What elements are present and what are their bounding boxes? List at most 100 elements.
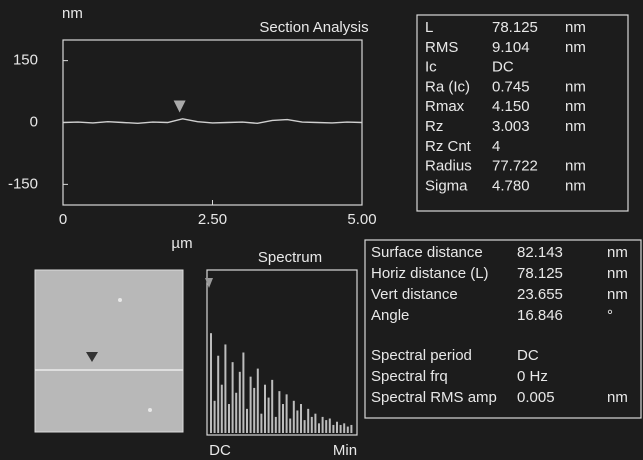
spectrum-bar [339,424,342,433]
stat-unit: nm [565,39,586,56]
spectrum-bar [325,420,328,433]
stat-value: 0.745 [492,78,530,95]
stat-unit: nm [565,118,586,135]
section-title: Section Analysis [259,19,368,36]
spectrum-x-label: Min [333,442,357,459]
y-tick-label: -150 [8,175,38,192]
measure-label: Angle [371,307,409,324]
stat-label: Sigma [425,177,468,194]
measure-label: Horiz distance (L) [371,265,489,282]
spectrum-bar [346,426,349,433]
stat-value: 78.125 [492,19,538,36]
spectrum-bar [300,404,302,433]
spectrum-bar [228,404,230,433]
stat-value: DC [492,59,514,76]
spectrum-bar [336,421,338,433]
x-unit: µm [171,235,192,252]
spectral-label: Spectral RMS amp [371,389,497,406]
spectrum-bar [231,362,234,433]
measure-value: 78.125 [517,265,563,282]
spectrum-bar [274,416,277,433]
spectrum-bar [307,408,310,433]
spectrum-bar [246,408,248,433]
spectrum-bar [238,371,241,433]
spectrum-bar [289,418,292,433]
spectral-value: DC [517,347,539,364]
stats-box [416,14,629,212]
y-tick-label: 0 [30,113,38,130]
measure-unit: nm [607,265,628,282]
stat-unit: nm [565,78,586,95]
stat-value: 9.104 [492,39,530,56]
y-unit: nm [62,5,83,22]
stat-label: Rmax [425,98,465,115]
spectrum-frame [206,269,358,436]
y-tick-label: 150 [13,52,38,69]
spectrum-bar [343,423,346,433]
stat-value: 4.780 [492,177,530,194]
spectral-value: 0 Hz [517,368,548,385]
stat-unit: nm [565,98,586,115]
spectrum-bar [264,384,266,433]
stat-value: 4.150 [492,98,530,115]
spectrum-bar [260,413,263,433]
spectrum-bar [267,397,270,433]
spectrum-bar [314,413,317,433]
stat-value: 77.722 [492,158,538,175]
stat-label: Rz Cnt [425,138,472,155]
measure-unit: nm [607,286,628,303]
image-speck [118,298,122,302]
x-tick-label: 0 [59,211,67,228]
stat-label: RMS [425,39,458,56]
x-tick-label: 5.00 [347,211,376,228]
spectral-label: Spectral period [371,347,472,364]
spectrum-bar [213,400,216,433]
spectrum-bar [321,416,324,433]
spectrum-bar [310,416,313,433]
spectrum-bar [292,400,295,433]
spectrum-bar [285,394,288,433]
spectrum-bar [303,420,306,433]
spectrum-bar [242,352,245,433]
stat-label: Radius [425,158,472,175]
stat-value: 4 [492,138,500,155]
spectrum-bar [282,404,284,433]
spectrum-bar [224,344,227,433]
image-speck [148,408,152,412]
measure-unit: nm [607,244,628,261]
measure-value: 82.143 [517,244,563,261]
spectrum-bar [296,410,299,433]
spectrum-bar [220,384,223,433]
profile-cursor [173,100,186,113]
measurements-box [364,239,642,419]
stat-unit: nm [565,19,586,36]
stat-label: Ic [425,59,437,76]
spectrum-bar [332,424,335,433]
measure-label: Vert distance [371,286,458,303]
spectrum-bar [256,368,259,433]
spectrum-bar [271,379,274,433]
measure-label: Surface distance [371,244,483,261]
spectral-value: 0.005 [517,389,555,406]
measure-value: 23.655 [517,286,563,303]
spectral-unit: nm [607,389,628,406]
spectrum-bar [217,355,220,433]
cursor-marker [86,352,98,362]
stat-unit: nm [565,158,586,175]
spectrum-bar [249,376,252,433]
x-tick-label: 2.50 [198,211,227,228]
stat-label: Ra (Ic) [425,78,470,95]
spectrum-x-label: DC [209,442,231,459]
spectrum-bar [210,333,212,433]
stat-value: 3.003 [492,118,530,135]
measure-value: 16.846 [517,307,563,324]
spectrum-bar [328,418,331,433]
spectrum-bar [235,392,238,433]
spectral-label: Spectral frq [371,368,448,385]
profile-line [62,118,363,125]
spectrum-cursor [205,278,213,288]
stat-label: L [425,19,433,36]
afm-image [34,269,184,433]
